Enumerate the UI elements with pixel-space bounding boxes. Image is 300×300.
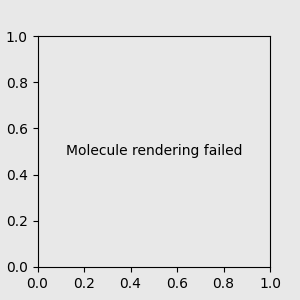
Text: Molecule rendering failed: Molecule rendering failed: [65, 145, 242, 158]
